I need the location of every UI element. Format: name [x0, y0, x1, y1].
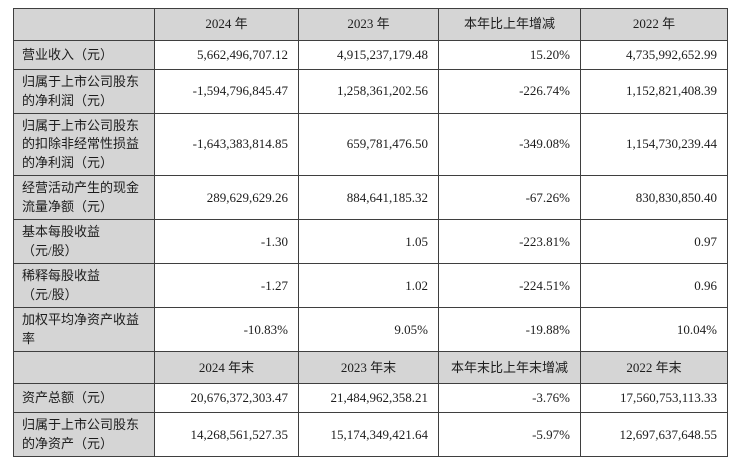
value-cell: 0.96 [580, 263, 728, 309]
value-cell: 1,154,730,239.44 [580, 112, 728, 177]
table-row-net-assets: 归属于上市公司股东 的净资产（元） 14,268,561,527.35 15,1… [13, 412, 728, 458]
value-cell: -1,594,796,845.47 [154, 69, 299, 114]
table-row-diluted-eps: 稀释每股收益 （元/股） -1.27 1.02 -224.51% 0.96 [13, 263, 728, 309]
table-row-basic-eps: 基本每股收益 （元/股） -1.30 1.05 -223.81% 0.97 [13, 219, 728, 265]
value-cell: 659,781,476.50 [298, 112, 439, 177]
table-row-net-profit: 归属于上市公司股东 的净利润（元） -1,594,796,845.47 1,25… [13, 69, 728, 114]
row-label: 加权平均净资产收益 率 [13, 307, 155, 353]
row-label: 经营活动产生的现金 流量净额（元） [13, 175, 155, 221]
value-cell: -224.51% [438, 263, 581, 309]
value-cell: 15,174,349,421.64 [298, 412, 439, 458]
table-row-operating-cash-flow: 经营活动产生的现金 流量净额（元） 289,629,629.26 884,641… [13, 175, 728, 221]
value-cell: 20,676,372,303.47 [154, 383, 299, 414]
value-cell: 1.05 [298, 219, 439, 265]
value-cell: 1,152,821,408.39 [580, 69, 728, 114]
value-cell: -67.26% [438, 175, 581, 221]
value-cell: 10.04% [580, 307, 728, 353]
value-cell: 9.05% [298, 307, 439, 353]
row-label: 归属于上市公司股东 的净利润（元） [13, 69, 155, 114]
row-label: 归属于上市公司股东 的净资产（元） [13, 412, 155, 458]
row-label: 基本每股收益 （元/股） [13, 219, 155, 265]
value-cell: -3.76% [438, 383, 581, 414]
financial-summary-table: 2024 年 2023 年 本年比上年增减 2022 年 营业收入（元） 5,6… [13, 8, 728, 458]
row-label: 资产总额（元） [13, 383, 155, 414]
table-row-total-assets: 资产总额（元） 20,676,372,303.47 21,484,962,358… [13, 383, 728, 414]
value-cell: 12,697,637,648.55 [580, 412, 728, 458]
value-cell: 4,735,992,652.99 [580, 40, 728, 70]
value-cell: -5.97% [438, 412, 581, 458]
header-2022-end: 2022 年末 [580, 351, 728, 385]
value-cell: 884,641,185.32 [298, 175, 439, 221]
row-label: 归属于上市公司股东 的扣除非经常性损益 的净利润（元） [13, 112, 155, 177]
value-cell: -1,643,383,814.85 [154, 112, 299, 177]
value-cell: 289,629,629.26 [154, 175, 299, 221]
header-2024-end: 2024 年末 [154, 351, 299, 385]
header-yoy-change: 本年比上年增减 [438, 8, 581, 41]
value-cell: -223.81% [438, 219, 581, 265]
value-cell: 15.20% [438, 40, 581, 70]
table-header-row-annual: 2024 年 2023 年 本年比上年增减 2022 年 [13, 8, 728, 41]
value-cell: -226.74% [438, 69, 581, 114]
table-header-row-period-end: 2024 年末 2023 年末 本年末比上年末增减 2022 年末 [13, 351, 728, 385]
value-cell: 0.97 [580, 219, 728, 265]
value-cell: -349.08% [438, 112, 581, 177]
value-cell: 4,915,237,179.48 [298, 40, 439, 70]
table-row-net-profit-excl-nonrecurring: 归属于上市公司股东 的扣除非经常性损益 的净利润（元） -1,643,383,8… [13, 112, 728, 177]
value-cell: 5,662,496,707.12 [154, 40, 299, 70]
value-cell: -1.30 [154, 219, 299, 265]
header-period-end-change: 本年末比上年末增减 [438, 351, 581, 385]
header-2023: 2023 年 [298, 8, 439, 41]
value-cell: 14,268,561,527.35 [154, 412, 299, 458]
header-empty-cell [13, 351, 155, 385]
value-cell: 17,560,753,113.33 [580, 383, 728, 414]
value-cell: 1.02 [298, 263, 439, 309]
table-row-weighted-avg-roe: 加权平均净资产收益 率 -10.83% 9.05% -19.88% 10.04% [13, 307, 728, 353]
header-2023-end: 2023 年末 [298, 351, 439, 385]
header-empty-cell [13, 8, 155, 41]
header-2024: 2024 年 [154, 8, 299, 41]
value-cell: 1,258,361,202.56 [298, 69, 439, 114]
value-cell: -1.27 [154, 263, 299, 309]
row-label: 营业收入（元） [13, 40, 155, 70]
row-label: 稀释每股收益 （元/股） [13, 263, 155, 309]
value-cell: -10.83% [154, 307, 299, 353]
value-cell: 830,830,850.40 [580, 175, 728, 221]
value-cell: 21,484,962,358.21 [298, 383, 439, 414]
value-cell: -19.88% [438, 307, 581, 353]
header-2022: 2022 年 [580, 8, 728, 41]
table-row-revenue: 营业收入（元） 5,662,496,707.12 4,915,237,179.4… [13, 40, 728, 70]
